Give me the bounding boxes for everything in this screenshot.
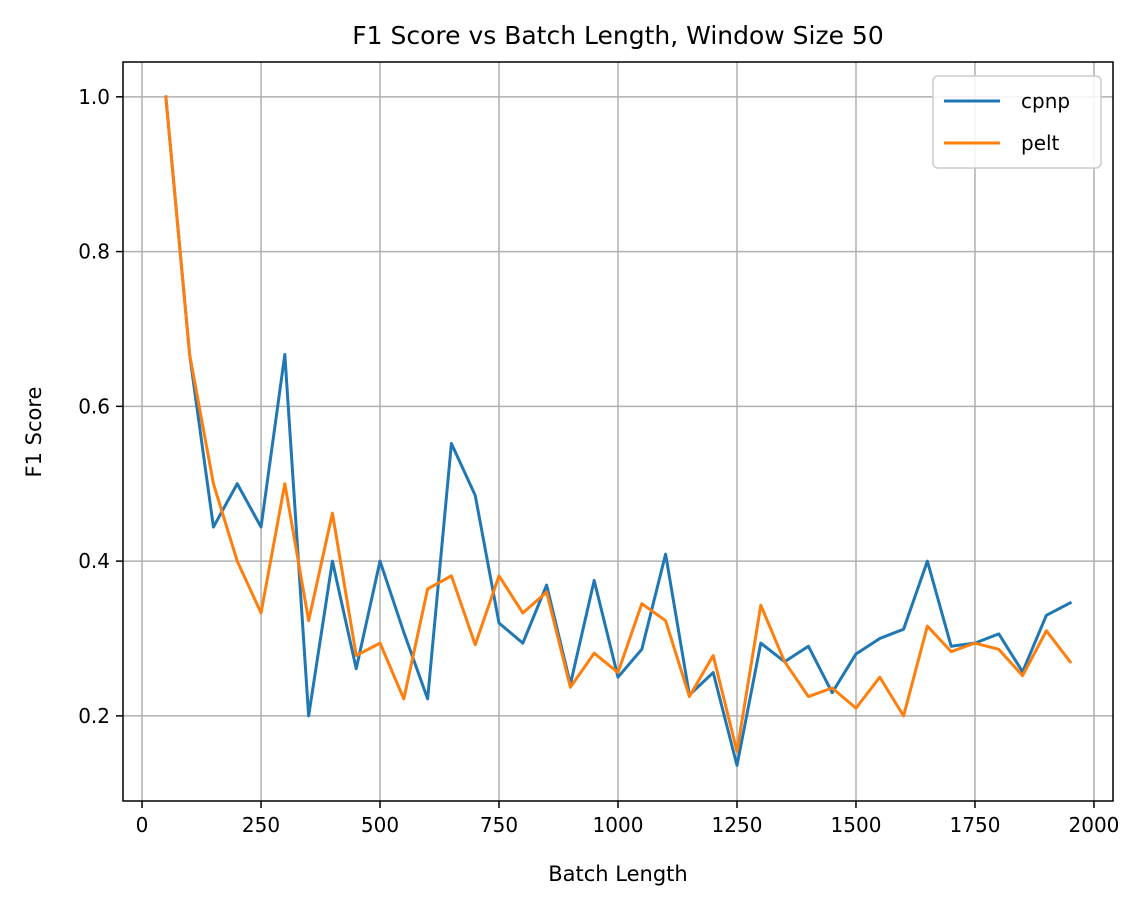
chart-title: F1 Score vs Batch Length, Window Size 50 — [352, 21, 884, 50]
legend: cpnp pelt — [932, 75, 1102, 169]
x-tick-label: 2000 — [1069, 813, 1120, 837]
y-tick-label: 0.2 — [78, 704, 110, 728]
x-tick-label: 750 — [480, 813, 518, 837]
x-tick-label: 1000 — [593, 813, 644, 837]
y-tick-label: 0.4 — [78, 549, 110, 573]
x-axis-label: Batch Length — [548, 862, 687, 886]
y-axis-ticks: 0.2 0.4 0.6 0.8 1.0 — [78, 85, 123, 728]
y-tick-label: 0.8 — [78, 240, 110, 264]
grid-lines — [123, 62, 1113, 801]
x-tick-label: 1250 — [712, 813, 763, 837]
x-tick-label: 250 — [242, 813, 280, 837]
x-tick-label: 1500 — [831, 813, 882, 837]
y-tick-label: 1.0 — [78, 85, 110, 109]
x-tick-label: 1750 — [950, 813, 1001, 837]
legend-box — [932, 75, 1102, 169]
y-tick-label: 0.6 — [78, 394, 110, 418]
series-lines — [164, 95, 1073, 767]
series-line-pelt — [164, 95, 1073, 753]
series-line-cpnp — [164, 95, 1073, 767]
legend-label-cpnp: cpnp — [1021, 89, 1070, 113]
x-tick-label: 0 — [136, 813, 149, 837]
x-axis-ticks: 0 250 500 750 1000 1250 1500 1750 2000 — [136, 801, 1120, 837]
legend-label-pelt: pelt — [1021, 131, 1060, 155]
y-axis-label: F1 Score — [22, 387, 46, 478]
x-tick-label: 500 — [361, 813, 399, 837]
